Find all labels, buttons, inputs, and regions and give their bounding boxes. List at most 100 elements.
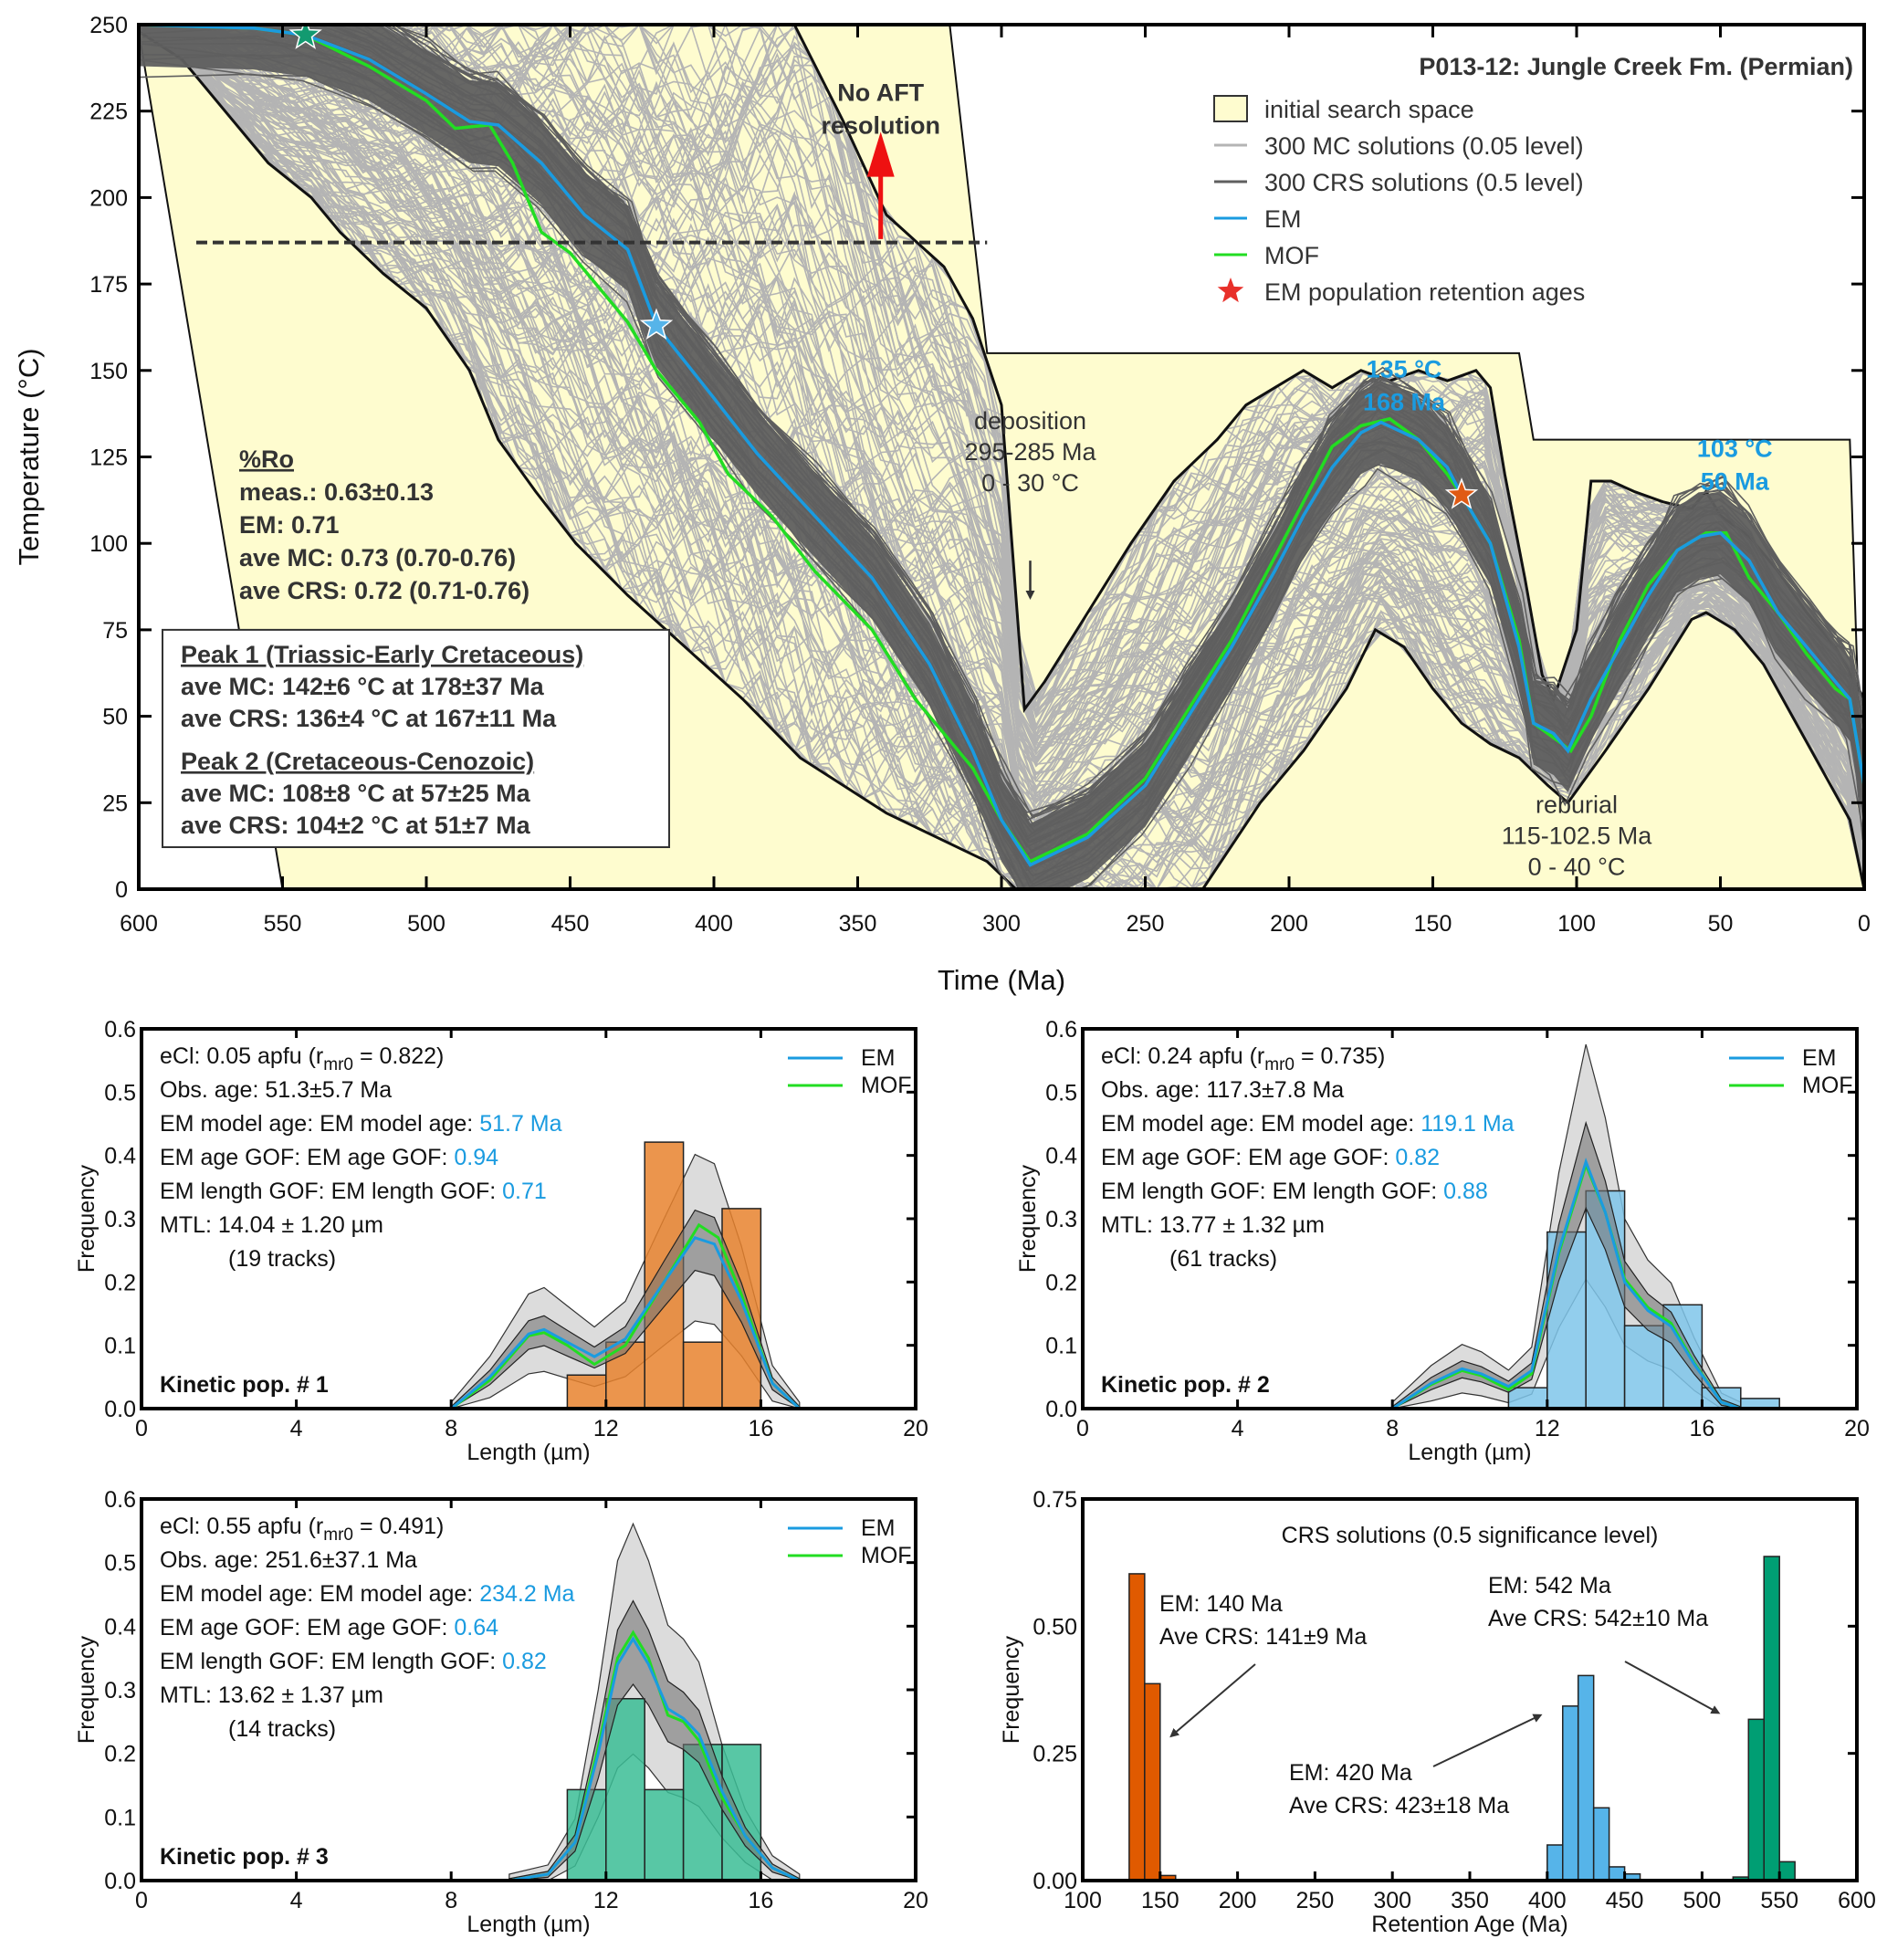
x-tick-label: 100 [1557,911,1596,937]
x-tick-label: 50 [1708,911,1734,937]
x-tick-label: 350 [839,911,877,937]
x-tick-label: 550 [264,911,302,937]
retention-bar [1562,1705,1579,1881]
peak2-heading: Peak 2 (Cretaceous-Cenozoic) [181,748,534,775]
no-aft-label-line2: resolution [821,111,940,139]
x-tick-label: 450 [551,911,590,937]
rmr0-value: = 0.735) [1295,1043,1385,1069]
kinetic-pop-label: Kinetic pop. # 3 [160,1844,329,1870]
retention-age-histogram: EM: 140 Ma Ave CRS: 141±9 Ma EM: 420 Ma Ave… [999,1487,1876,1937]
chart-title: P013-12: Jungle Creek Fm. (Permian) [1419,53,1853,80]
ecl-label: eCl: 0.05 apfu (rmr0 = 0.822) [160,1043,444,1074]
x-axis-title: Length (µm) [467,1912,590,1937]
reburial-label-line1: reburial [1536,791,1618,819]
group-em-label: EM: 420 Ma [1289,1760,1412,1786]
em-age-label: EM model age: EM model age: 234.2 Ma [160,1581,575,1607]
y-tick-label: 150 [89,359,128,384]
len-gof-value: 0.71 [502,1179,547,1204]
x-tick-label: 500 [1683,1888,1722,1913]
peak-summary-box [162,628,670,849]
y-tick-label: 0.3 [104,1678,136,1703]
retention-age-star-2 [639,308,674,341]
peak1-line-2: ave CRS: 136±4 °C at 167±11 Ma [181,705,557,732]
mof-path [139,25,1864,864]
y-tick-label: 0.00 [1033,1869,1077,1894]
retention-bar [1592,1807,1610,1881]
ecl-label: eCl: 0.24 apfu (rmr0 = 0.735) [1101,1043,1385,1074]
y-tick-label: 0 [115,877,128,903]
x-tick-label: 600 [120,911,158,937]
x-tick-label: 20 [903,1416,928,1441]
deposition-label-line1: deposition [974,407,1086,435]
x-tick-label: 4 [290,1416,303,1441]
red-arrow-head-icon [866,131,895,177]
mean-track-length: MTL: 13.77 ± 1.32 µm [1101,1212,1325,1238]
y-tick-label: 100 [89,531,128,557]
crs-solution-path [360,25,1864,838]
em-length-curve [450,1236,801,1410]
y-tick-label: 250 [89,13,128,38]
y-tick-label: 0.0 [104,1869,136,1894]
y-axis-title: Frequency [1015,1164,1041,1273]
crs-solution-path [139,35,1864,877]
pointer-arrow-icon [1169,1663,1256,1738]
x-tick-label: 500 [407,911,446,937]
reburial-label-line3: 0 - 40 °C [1528,854,1626,881]
em-length-curve [508,1636,801,1882]
y-tick-label: 0.1 [104,1805,136,1830]
y-tick-label: 0.1 [104,1334,136,1359]
y-tick-label: 125 [89,445,128,471]
y-axis-title: Frequency [74,1635,100,1744]
x-tick-label: 12 [1535,1416,1560,1441]
x-tick-label: 150 [1141,1888,1179,1913]
length-histogram-1: 0 4 8 12 16 20 0.0 0.1 0.2 0.3 0.4 0.5 0.6 Length (µm… [74,1017,928,1465]
length-bar [1623,1325,1664,1410]
em-age-value: 119.1 Ma [1420,1111,1514,1137]
y-tick-label: 0.0 [104,1397,136,1422]
x-tick-label: 450 [1606,1888,1644,1913]
x-tick-label: 12 [593,1416,619,1441]
x-tick-label: 8 [445,1416,457,1441]
age-gof-value: 0.82 [1395,1145,1440,1170]
x-tick-label: 0 [135,1888,148,1913]
y-tick-label: 0.2 [104,1270,136,1295]
em-age-label: EM model age: EM model age: 51.7 Ma [160,1111,562,1137]
mc-solution-path [139,28,1864,783]
age-gof-label: EM age GOF: EM age GOF: 0.64 [160,1615,498,1640]
y-tick-label: 0.4 [104,1144,136,1169]
length-histogram-3: 0 4 8 12 16 20 0.0 0.1 0.2 0.3 0.4 0.5 0.6 Length (µm… [74,1487,928,1937]
legend-mof-label: MOF [1802,1073,1853,1098]
legend-label: initial search space [1264,96,1474,123]
x-tick-label: 100 [1064,1888,1102,1913]
legend-label: EM population retention ages [1264,278,1585,306]
mc-envelope-lower [139,30,1864,889]
peak1-heading: Peak 1 (Triassic-Early Cretaceous) [181,641,583,668]
crs-solution-path [376,25,1864,833]
len-gof-label: EM length GOF: EM length GOF: 0.71 [160,1179,547,1204]
retention-bar [1577,1674,1595,1881]
x-tick-label: 4 [290,1888,303,1913]
retention-bar [1763,1556,1780,1881]
y-tick-label: 0.3 [104,1207,136,1232]
ro-line-2: EM: 0.71 [239,511,340,539]
track-count: (14 tracks) [228,1716,336,1742]
x-axis-title: Length (µm) [467,1440,590,1465]
y-tick-label: 25 [102,791,128,816]
em-age-label: EM model age: EM model age: 119.1 Ma [1101,1111,1515,1137]
group-ave-label: Ave CRS: 423±18 Ma [1289,1793,1509,1819]
pointer-arrow-icon [1432,1714,1543,1767]
y-axis-title: Temperature (°C) [13,348,45,565]
legend-em-label: EM [861,1045,896,1071]
y-tick-label: 175 [89,272,128,298]
rmr0-subscript: mr0 [323,1055,353,1074]
crs-solution-path [288,25,1864,864]
y-tick-label: 200 [89,185,128,211]
x-tick-label: 200 [1270,911,1308,937]
len-gof-label: EM length GOF: EM length GOF: 0.88 [1101,1179,1488,1204]
legend-em-label: EM [1802,1045,1837,1071]
legend-swatch-search-space [1213,95,1248,122]
length-histogram-2: 0 4 8 12 16 20 0.0 0.1 0.2 0.3 0.4 0.5 0.6 Length (µm… [1015,1017,1870,1465]
observed-age: Obs. age: 251.6±37.1 Ma [160,1547,417,1573]
x-tick-label: 550 [1760,1888,1798,1913]
